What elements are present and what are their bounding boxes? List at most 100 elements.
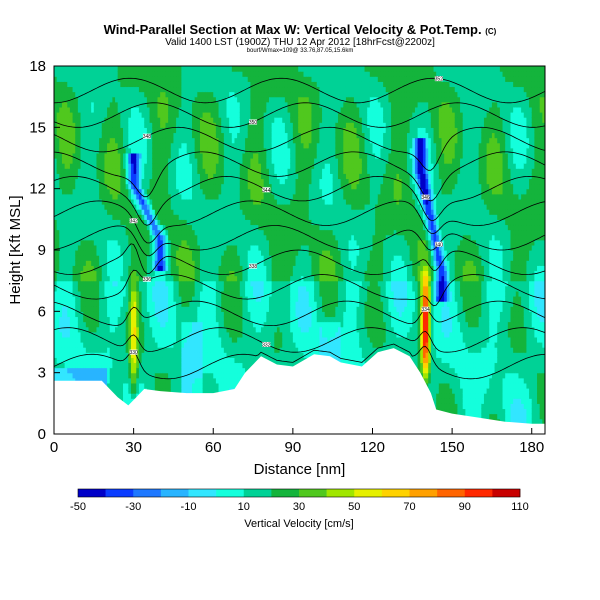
field-cell	[138, 270, 143, 277]
field-cell	[133, 158, 137, 164]
field-cell	[136, 106, 140, 113]
field-cell	[56, 209, 60, 215]
field-cell	[221, 209, 225, 215]
field-cell	[104, 331, 108, 338]
field-cell	[223, 219, 228, 226]
field-cell	[72, 158, 76, 164]
field-cell	[189, 127, 193, 134]
field-cell	[91, 214, 95, 220]
field-cell	[170, 106, 175, 113]
field-cell	[154, 193, 159, 200]
field-cell	[149, 163, 153, 169]
field-cell	[239, 101, 244, 108]
field-cell	[170, 112, 175, 118]
field-cell	[104, 91, 108, 98]
field-cell	[72, 280, 76, 287]
field-cell	[237, 183, 241, 190]
field-cell	[93, 173, 98, 180]
field-cell	[215, 244, 220, 251]
field-cell	[85, 265, 90, 272]
field-cell	[194, 132, 198, 139]
field-cell	[149, 214, 153, 220]
field-cell	[184, 96, 188, 103]
field-cell	[77, 270, 82, 277]
field-cell	[123, 132, 127, 139]
field-cell	[215, 367, 220, 374]
field-cell	[72, 168, 76, 174]
field-cell	[69, 81, 74, 88]
field-cell	[80, 96, 84, 103]
field-cell	[215, 91, 220, 98]
field-cell	[149, 234, 153, 241]
field-cell	[77, 71, 82, 77]
field-cell	[93, 357, 98, 364]
field-cell	[226, 71, 230, 77]
field-cell	[138, 106, 143, 113]
field-cell	[229, 132, 233, 139]
field-cell	[184, 183, 188, 190]
field-cell	[202, 357, 206, 364]
field-cell	[125, 382, 129, 389]
field-cell	[88, 188, 92, 195]
field-cell	[184, 214, 188, 220]
field-cell	[245, 112, 249, 118]
field-cell	[83, 367, 87, 374]
field-cell	[205, 234, 209, 241]
field-cell	[218, 112, 222, 118]
field-cell	[250, 224, 254, 231]
field-cell	[221, 280, 225, 287]
field-cell	[226, 306, 230, 312]
field-cell	[101, 142, 106, 149]
field-cell	[194, 142, 198, 149]
field-cell	[173, 106, 177, 113]
field-cell	[189, 280, 193, 287]
field-cell	[223, 137, 228, 144]
field-cell	[96, 158, 100, 164]
field-cell	[141, 178, 145, 185]
field-cell	[178, 255, 182, 261]
field-cell	[115, 86, 119, 93]
field-cell	[99, 173, 103, 180]
field-cell	[80, 290, 84, 297]
field-cell	[128, 229, 132, 236]
field-cell	[152, 377, 156, 384]
field-cell	[218, 86, 222, 93]
field-cell	[77, 158, 82, 164]
field-cell	[107, 285, 111, 292]
field-cell	[231, 306, 236, 312]
field-cell	[162, 336, 167, 343]
field-cell	[207, 239, 212, 246]
field-cell	[54, 342, 58, 348]
field-cell	[242, 275, 246, 282]
field-cell	[210, 163, 214, 169]
field-cell	[154, 106, 159, 113]
field-cell	[245, 86, 249, 93]
field-cell	[136, 260, 140, 266]
field-cell	[215, 224, 220, 231]
field-cell	[207, 260, 212, 266]
field-cell	[168, 377, 172, 384]
field-cell	[165, 106, 169, 113]
field-cell	[221, 321, 225, 328]
field-cell	[237, 342, 241, 348]
field-cell	[146, 219, 151, 226]
field-cell	[186, 198, 190, 205]
field-cell	[112, 347, 116, 353]
field-cell	[61, 285, 66, 292]
field-cell	[75, 71, 79, 77]
field-cell	[215, 117, 220, 123]
field-cell	[120, 198, 124, 205]
field-cell	[75, 244, 79, 251]
field-cell	[165, 239, 169, 246]
field-cell	[56, 214, 60, 220]
field-cell	[83, 142, 87, 149]
field-cell	[67, 372, 71, 379]
field-cell	[255, 255, 259, 261]
field-cell	[136, 183, 140, 190]
field-cell	[72, 224, 76, 231]
field-cell	[218, 122, 222, 128]
field-cell	[178, 66, 182, 72]
field-cell	[112, 178, 116, 185]
field-cell	[231, 209, 236, 215]
field-cell	[255, 86, 259, 93]
